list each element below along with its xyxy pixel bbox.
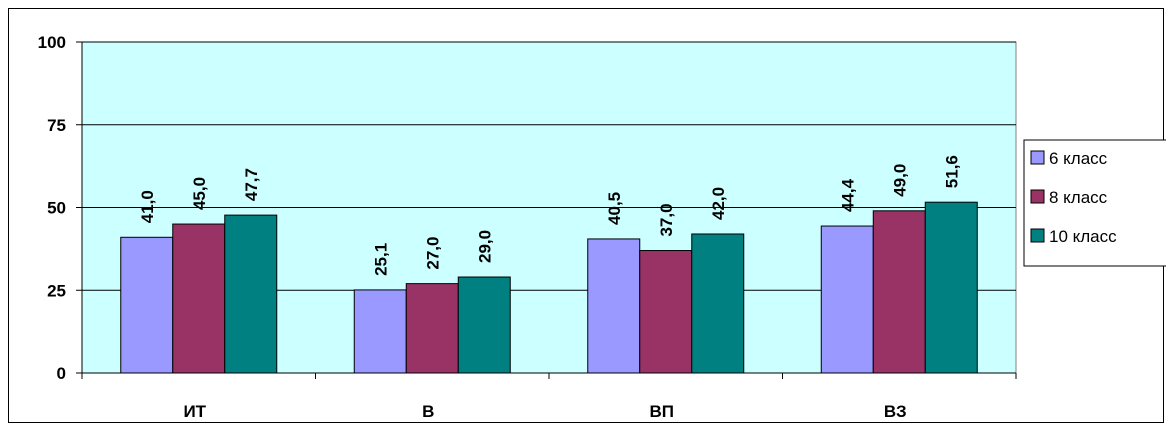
data-label: 40,5 (605, 192, 624, 225)
bar (639, 250, 693, 374)
category-label: В (422, 402, 434, 421)
legend-label: 8 класс (1049, 188, 1108, 207)
legend-label: 10 класс (1049, 227, 1117, 246)
data-label: 51,6 (942, 155, 961, 188)
bar (120, 236, 174, 374)
data-label: 42,0 (709, 187, 728, 220)
y-tick-label: 75 (47, 116, 66, 135)
bar (691, 233, 745, 374)
bar (405, 283, 459, 374)
bar (587, 238, 641, 374)
data-label: 27,0 (423, 237, 442, 270)
bar (872, 210, 926, 374)
data-label: 47,7 (242, 168, 261, 201)
bar (172, 223, 226, 374)
bar (820, 225, 874, 374)
bar (924, 201, 978, 374)
data-label: 49,0 (890, 164, 909, 197)
y-tick-label: 50 (47, 199, 66, 218)
y-tick-label: 0 (57, 364, 66, 383)
legend-label: 6 класс (1049, 149, 1108, 168)
legend-box (1023, 139, 1166, 267)
data-label: 44,4 (838, 178, 857, 212)
data-label: 25,1 (371, 243, 390, 276)
y-tick-label: 100 (38, 33, 66, 52)
data-label: 37,0 (657, 203, 676, 236)
category-label: ВЗ (884, 402, 907, 421)
data-label: 41,0 (138, 190, 157, 223)
legend-swatch (1030, 228, 1045, 243)
legend-swatch (1030, 150, 1045, 165)
bar (224, 214, 278, 374)
bar (353, 289, 407, 374)
data-label: 29,0 (475, 230, 494, 263)
data-label: 45,0 (190, 177, 209, 210)
y-tick-label: 25 (47, 281, 66, 300)
category-label: ИТ (183, 402, 206, 421)
legend-swatch (1030, 189, 1045, 204)
bar (457, 276, 511, 374)
category-label: ВП (650, 402, 675, 421)
